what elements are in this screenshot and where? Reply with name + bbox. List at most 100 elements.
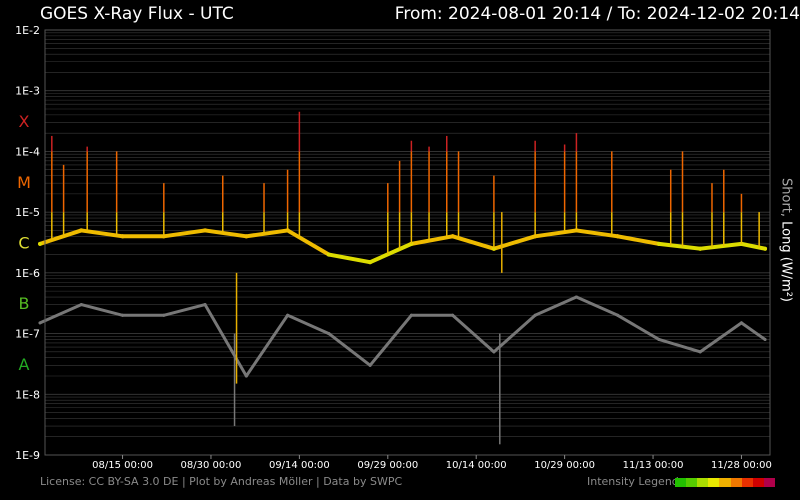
plot-frame [44,29,771,456]
x-tick-label: 09/29 00:00 [357,460,418,471]
short-series-segment-point [492,350,496,354]
short-series-segment-point [616,313,620,317]
x-tick-label: 08/30 00:00 [181,460,242,471]
flare-peaks [51,111,760,445]
y-tick-label: 1E-2 [15,24,40,37]
long-series-segment [574,228,620,239]
long-series-segment [409,234,455,246]
long-series-segment [161,228,208,239]
grid [45,32,770,456]
x-tick-label: 10/29 00:00 [534,460,595,471]
long-series-segment-point [763,246,768,251]
short-series-segment-point [79,303,83,307]
long-series-segment [79,228,125,239]
flare-class-label: M [17,173,31,192]
x-tick-label: 08/15 00:00 [92,460,153,471]
y-axis-label: Short, Long (W/m²) [779,178,794,302]
long-series-segment-point [698,246,703,251]
short-series-segment [616,313,661,341]
y-tick-label: 1E-4 [15,145,40,158]
long-series-segment [38,228,84,246]
short-series-segment [327,332,372,367]
short-series-segment [79,303,125,317]
short-series-segment [368,313,413,367]
long-series-segment [739,241,768,251]
short-series-segment [38,303,83,325]
short-series-segment-point [763,337,767,341]
x-tick-label: 11/13 00:00 [623,460,684,471]
short-series-segment-point [327,332,331,336]
flare-class-labels: A B C M X [17,112,31,374]
long-series-segment [326,252,373,265]
legend-swatch [697,478,709,487]
short-series-segment [533,295,578,317]
y-tick-labels: 1E-9 1E-8 1E-7 1E-6 1E-5 1E-4 1E-3 1E-2 [15,24,40,462]
legend-swatch [741,478,753,487]
long-series-segment [244,228,290,239]
long-series-segment [533,228,579,239]
short-series-segment-point [657,337,661,341]
intensity-legend-label: Intensity Legend [587,475,679,488]
short-series-segment-point [533,313,537,317]
short-series-segment-point [368,363,372,367]
x-tick-label: 11/28 00:00 [711,460,772,471]
long-series-segment-point [244,234,249,239]
short-series [38,295,767,378]
label-separator: , [778,212,794,222]
intensity-legend-bar [675,478,775,487]
date-range: From: 2024-08-01 20:14 / To: 2024-12-02 … [394,4,800,24]
long-series-segment [285,228,331,257]
short-series-segment-point [739,321,743,325]
short-series-segment [574,295,620,317]
legend-swatch [752,478,764,487]
flare-class-label: B [19,294,30,313]
legend-swatch [708,478,720,487]
short-series-segment [162,303,207,317]
short-series-segment-point [409,313,413,317]
long-series-segment-point [368,260,373,265]
short-series-segment-point [451,313,455,317]
x-tick-labels: 08/15 00:00 08/30 00:00 09/14 00:00 09/29 0… [92,455,772,471]
short-series-segment-point [698,350,702,354]
y-tick-label: 1E-8 [15,388,40,401]
chart-title: GOES X-Ray Flux - UTC [40,4,234,24]
legend-swatch [763,478,775,487]
y-tick-label: 1E-7 [15,328,40,341]
y-tick-label: 1E-5 [15,206,40,219]
short-series-segment-point [162,313,166,317]
y-tick-label: 1E-9 [15,449,40,462]
short-series-segment-point [203,303,207,307]
short-series-segment [698,321,743,354]
long-series-segment-point [38,241,43,246]
x-tick-label: 10/14 00:00 [446,460,507,471]
short-series-segment-point [121,313,125,317]
short-series-segment [739,321,767,341]
long-series-segment [698,241,744,251]
long-series [38,228,768,265]
short-series-segment-point [38,321,42,325]
flare-class-label: A [19,355,30,374]
short-series-segment-point [244,374,248,378]
long-series-segment-point [326,252,331,257]
flare-class-label: C [18,234,29,253]
long-series-segment [368,241,414,265]
long-series-segment-point [450,234,455,239]
short-series-segment [286,313,331,336]
short-series-segment [244,313,290,378]
legend-swatch [730,478,742,487]
long-series-segment-point [615,234,620,239]
long-series-segment-point [120,234,125,239]
y-tick-label: 1E-3 [15,85,40,98]
long-label: Long (W/m²) [778,221,794,302]
long-series-segment-point [203,228,208,233]
legend-swatch [675,478,687,487]
short-series-segment [492,313,537,354]
long-series-segment [450,234,496,251]
short-series-segment-point [574,295,578,299]
short-series-segment [451,313,496,354]
long-series-segment [615,234,661,246]
flare-class-label: X [19,112,30,131]
long-series-segment [491,234,538,251]
long-series-segment [203,228,249,239]
